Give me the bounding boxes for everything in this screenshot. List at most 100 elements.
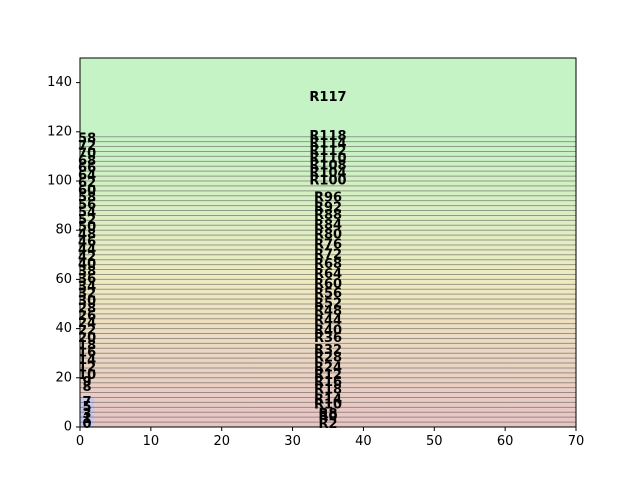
left-region-label: 50 xyxy=(78,220,96,235)
x-tick-label: 40 xyxy=(355,434,372,449)
left-region-label: 34 xyxy=(78,279,96,294)
y-tick-label: 80 xyxy=(55,223,72,238)
left-region-label: 3 xyxy=(83,407,92,422)
left-region-label: 22 xyxy=(78,324,96,339)
center-region-label: R92 xyxy=(314,201,342,216)
center-region-label: R48 xyxy=(314,304,342,319)
center-region-label: R100 xyxy=(309,174,346,189)
center-region-label: R10 xyxy=(314,397,342,412)
left-region-label: 58 xyxy=(78,132,96,147)
left-region-label: 5 xyxy=(83,400,92,415)
x-tick-label: 70 xyxy=(568,434,585,449)
left-region-label: 46 xyxy=(78,235,96,250)
center-region-label: R104 xyxy=(309,166,346,181)
center-region-label: R16 xyxy=(314,375,342,390)
center-region-label: R118 xyxy=(309,129,346,144)
left-region-label: 24 xyxy=(78,316,96,331)
center-region-label: R76 xyxy=(314,237,342,252)
center-region-label: R2 xyxy=(318,417,337,432)
center-region-label: R36 xyxy=(314,331,342,346)
left-region-label: 66 xyxy=(78,161,96,176)
left-region-label: 64 xyxy=(78,169,96,184)
left-region-label: 44 xyxy=(78,242,96,257)
center-region-label: R8 xyxy=(318,407,337,422)
left-region-label: 52 xyxy=(78,213,96,228)
left-region-label: 42 xyxy=(78,250,96,265)
center-region-label: R24 xyxy=(314,360,342,375)
plot-area xyxy=(80,58,576,427)
center-region-label: R114 xyxy=(309,137,346,152)
center-region-label: R60 xyxy=(314,277,342,292)
left-region-label: 72 xyxy=(78,139,96,154)
x-tick-label: 50 xyxy=(426,434,443,449)
center-region-label: R18 xyxy=(314,383,342,398)
center-region-label: R0 xyxy=(318,410,337,425)
center-region-label: R52 xyxy=(314,297,342,312)
center-region-label: R64 xyxy=(314,267,342,282)
x-tick-label: 0 xyxy=(76,434,84,449)
center-region-label: R112 xyxy=(309,144,346,159)
left-labels: 0135789101214161820222426283032343638404… xyxy=(78,132,96,432)
center-region-label: R88 xyxy=(314,208,342,223)
left-region-label: 18 xyxy=(78,338,96,353)
left-region-label: 38 xyxy=(78,265,96,280)
left-region-label: 40 xyxy=(78,257,96,272)
center-region-label: R14 xyxy=(314,392,342,407)
left-region-label: 48 xyxy=(78,228,96,243)
left-region-label: 56 xyxy=(78,198,96,213)
y-tick-label: 0 xyxy=(64,420,72,435)
top-region xyxy=(80,58,576,137)
center-labels: R117 R2R8R0R10R14R18R16R12R24R28R32R36R40… xyxy=(309,90,346,432)
x-tick-label: 30 xyxy=(284,434,301,449)
band-lines xyxy=(80,136,576,423)
y-tick-label: 100 xyxy=(47,174,72,189)
y-tick-label: 120 xyxy=(47,124,72,139)
center-region-label: R56 xyxy=(314,287,342,302)
center-region-label: R72 xyxy=(314,247,342,262)
gradient-band-area xyxy=(80,136,576,427)
center-region-label: R32 xyxy=(314,343,342,358)
left-region-label: 0 xyxy=(83,417,92,432)
left-region-label: 14 xyxy=(78,353,96,368)
left-region-label: 20 xyxy=(78,331,96,346)
left-region-label: 26 xyxy=(78,309,96,324)
plot-frame xyxy=(79,57,577,428)
x-tick-label: 20 xyxy=(213,434,230,449)
y-axis: 0 20 40 60 80 100 120 140 xyxy=(47,75,80,435)
y-tick-label: 40 xyxy=(55,321,72,336)
left-region-label: 30 xyxy=(78,294,96,309)
left-region-label: 10 xyxy=(78,368,96,383)
center-region-label: R44 xyxy=(314,314,342,329)
y-tick-label: 60 xyxy=(55,272,72,287)
left-region-label: 28 xyxy=(78,301,96,316)
left-region-label: 1 xyxy=(83,412,92,427)
center-region-label: R80 xyxy=(314,228,342,243)
left-region-label: 8 xyxy=(83,380,92,395)
center-region-label: R68 xyxy=(314,257,342,272)
left-region-label: 36 xyxy=(78,272,96,287)
x-tick-label: 10 xyxy=(143,434,160,449)
center-region-label: R84 xyxy=(314,218,342,233)
center-region-label: R40 xyxy=(314,324,342,339)
left-region-label: 58 xyxy=(78,191,96,206)
left-region-label: 68 xyxy=(78,154,96,169)
center-region-label: R28 xyxy=(314,351,342,366)
x-tick-label: 60 xyxy=(497,434,514,449)
left-region-label: 60 xyxy=(78,183,96,198)
left-region-label: 70 xyxy=(78,146,96,161)
center-region-label: R110 xyxy=(309,151,346,166)
left-region-label: 32 xyxy=(78,287,96,302)
center-region-label: R96 xyxy=(314,191,342,206)
left-region-label: 7 xyxy=(83,395,92,410)
center-region-label: R108 xyxy=(309,159,346,174)
y-tick-label: 20 xyxy=(55,370,72,385)
x-axis: 0 10 20 30 40 50 60 70 xyxy=(76,427,584,449)
left-region-label: 12 xyxy=(78,360,96,375)
top-region-label: R117 xyxy=(309,90,346,105)
center-region-label: R12 xyxy=(314,368,342,383)
left-region-label: 9 xyxy=(83,375,92,390)
left-region-label: 54 xyxy=(78,205,96,220)
y-tick-label: 140 xyxy=(47,75,72,90)
left-region-label: 16 xyxy=(78,346,96,361)
